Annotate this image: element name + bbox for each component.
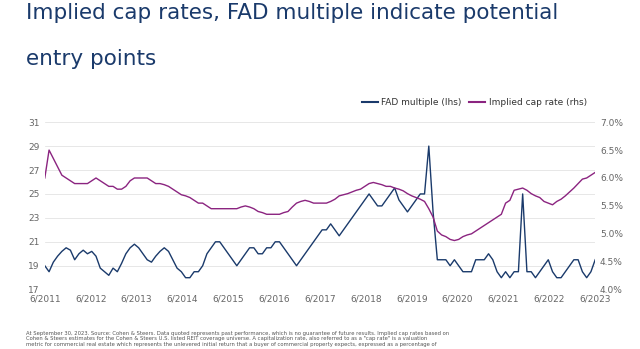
Text: At September 30, 2023. Source: Cohen & Steers. Data quoted represents past perfo: At September 30, 2023. Source: Cohen & S… [0, 348, 1, 349]
Implied cap rate (rhs) [41, 176, 49, 180]
FAD multiple (lhs) [182, 276, 189, 280]
Implied cap rate (rhs) [408, 194, 415, 198]
Implied cap rate (rhs) [455, 237, 463, 242]
FAD multiple (lhs) [195, 270, 202, 274]
FAD multiple (lhs) [481, 258, 488, 262]
Legend: FAD multiple (lhs), Implied cap rate (rhs): FAD multiple (lhs), Implied cap rate (rh… [358, 95, 591, 111]
FAD multiple (lhs) [280, 246, 287, 250]
Text: entry points: entry points [26, 49, 156, 69]
Implied cap rate (rhs) [280, 210, 287, 215]
Line: FAD multiple (lhs): FAD multiple (lhs) [45, 146, 595, 278]
Implied cap rate (rhs) [45, 148, 53, 152]
FAD multiple (lhs) [331, 228, 339, 232]
Text: At September 30, 2023. Source: Cohen & Steers. Data quoted represents past perfo: At September 30, 2023. Source: Cohen & S… [26, 331, 449, 347]
Implied cap rate (rhs) [481, 223, 488, 228]
Text: Implied cap rates, FAD multiple indicate potential: Implied cap rates, FAD multiple indicate… [26, 3, 558, 23]
FAD multiple (lhs) [455, 263, 463, 268]
FAD multiple (lhs) [425, 144, 433, 148]
Implied cap rate (rhs) [451, 238, 458, 243]
Implied cap rate (rhs) [331, 197, 339, 201]
Line: Implied cap rate (rhs): Implied cap rate (rhs) [45, 150, 595, 240]
Implied cap rate (rhs) [195, 201, 202, 205]
FAD multiple (lhs) [591, 258, 599, 262]
Implied cap rate (rhs) [591, 170, 599, 174]
FAD multiple (lhs) [41, 263, 49, 268]
FAD multiple (lhs) [408, 204, 415, 208]
